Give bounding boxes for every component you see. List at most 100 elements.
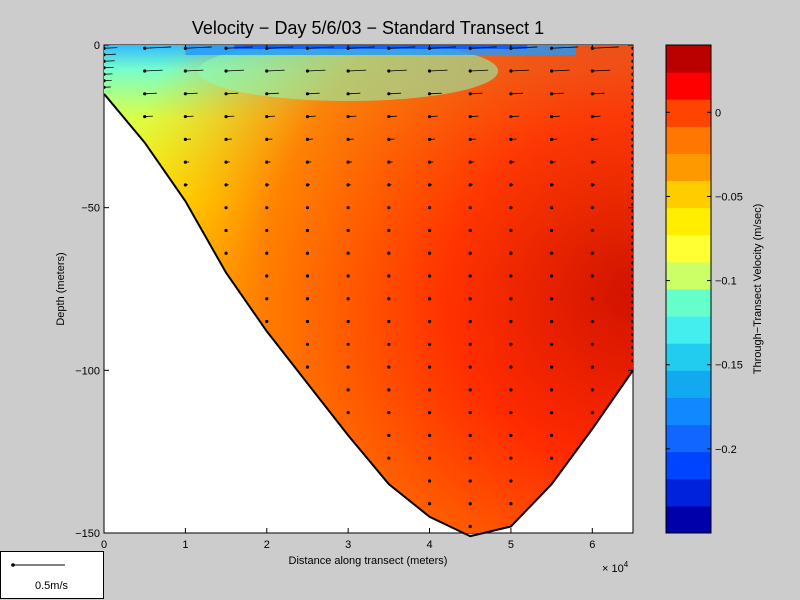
velocity-vector [104,53,116,56]
velocity-vector-point [468,297,472,301]
velocity-vector-point [387,456,391,460]
seafloor-profile [103,93,634,538]
colorbar-band [666,289,711,317]
vector-scale-label: 0.5m/s [35,580,69,592]
velocity-vector-point [550,342,554,346]
velocity-vector-point [550,297,554,301]
x-tick-label: 0 [101,539,107,551]
velocity-vector-point [631,358,633,363]
velocity-vector [307,46,334,49]
velocity-vector [348,92,361,95]
velocity-vector-point [346,228,350,233]
velocity-vector-point [631,92,633,96]
velocity-vector-point [631,228,633,233]
colorbar-band [666,316,711,344]
colorbar-tick-label: −0.05 [715,191,743,203]
chart-title: Velocity − Day 5/6/03 − Standard Transec… [192,18,544,38]
velocity-vector-point [631,319,633,324]
velocity-vector-point [509,479,513,483]
velocity-vector-point [427,433,432,437]
velocity-vector-point [631,85,633,89]
vector-scale-legend: 0.5m/s [0,551,104,599]
velocity-vector [510,69,529,72]
velocity-vector-point [631,66,633,70]
colorbar-band [666,505,711,534]
velocity-vector-point [387,319,391,324]
velocity-vector-point [427,502,432,506]
colorbar-frame [665,44,712,534]
velocity-vector-point [387,251,391,255]
y-tick-label: −150 [75,528,100,540]
velocity-vector [388,69,407,72]
velocity-vector [632,54,633,55]
velocity-vector [551,46,579,49]
velocity-vector-point [550,319,554,324]
velocity-vector [388,46,416,49]
velocity-vector-point [550,411,554,415]
velocity-vector-point [590,388,594,392]
velocity-vector [226,69,245,72]
x-tick-label: 1 [182,539,188,551]
velocity-vector-point [631,222,633,226]
velocity-vector-point [631,46,633,50]
cold-core-contour [198,45,499,102]
colorbar-tick-label: −0.1 [715,276,737,288]
velocity-vector [592,69,611,72]
velocity-vector [185,69,204,72]
surface-fast-layer [185,45,577,55]
colorbar-band [666,99,711,127]
velocity-vector-point [387,365,391,369]
velocity-vector-point [427,365,432,369]
velocity-vector-point [224,251,228,255]
velocity-vector [185,46,212,49]
colorbar-band [666,397,711,426]
y-axis: 0 −50 −100 −150 [75,40,633,540]
velocity-vector [510,92,524,95]
velocity-vector [592,46,619,49]
velocity-vector [429,92,442,95]
velocity-vector-point [631,241,633,246]
velocity-vector-point [346,342,350,346]
colorbar-tick-label: −0.2 [715,444,737,456]
y-tick-label: −50 [81,203,100,215]
velocity-vector-point [590,319,594,324]
velocity-vector-point [590,342,594,346]
velocity-vector-point [224,137,228,141]
colorbar-band [666,478,711,507]
velocity-vector-point [509,319,513,324]
x-tick-label: 4 [426,539,432,551]
velocity-vector-point [631,215,633,220]
velocity-vector-point [305,228,310,233]
velocity-vector-point [631,339,633,343]
colorbar-band [666,153,711,182]
velocity-vector-point [305,251,310,255]
velocity-vector-point [427,342,432,346]
velocity-vector [470,69,489,72]
velocity-vector-point [468,456,472,460]
velocity-vector [551,92,564,95]
velocity-vector [470,92,483,95]
velocity-vector-point [346,319,350,324]
velocity-vector-point [143,69,147,73]
y-tick-label: 0 [94,40,100,52]
velocity-vector-point [427,456,432,460]
velocity-vector-point [509,411,513,415]
velocity-vector [348,69,367,72]
velocity-vector-point [631,131,633,135]
velocity-vector-point [305,365,310,369]
velocity-vector-point [224,183,228,187]
velocity-vector-point [631,176,633,180]
velocity-vector-point [631,183,633,187]
colorbar [666,45,711,534]
velocity-vector-point [631,235,633,239]
velocity-vector-point [590,274,594,278]
velocity-vector-point [631,248,633,252]
velocity-vector-point [265,297,269,301]
velocity-vector-point [224,46,228,50]
velocity-vector [144,69,163,72]
velocity-vector-point [631,254,633,259]
velocity-vector-point [631,189,633,193]
velocity-vector-point [143,92,147,96]
velocity-vector-point [631,326,633,330]
velocity-vector-point [305,342,310,346]
